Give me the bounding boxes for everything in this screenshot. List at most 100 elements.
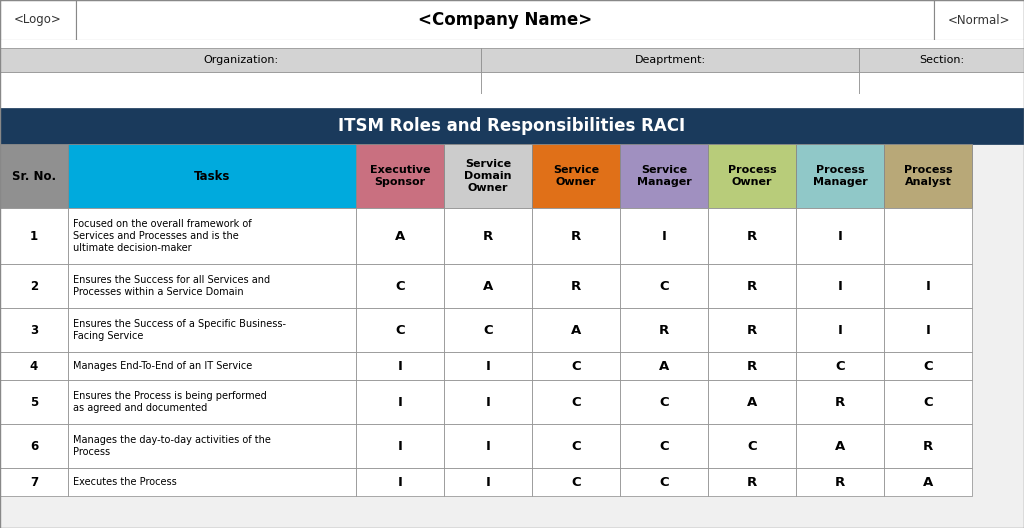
Bar bbox=[68, 380, 356, 424]
Bar bbox=[68, 424, 356, 468]
Bar bbox=[0, 0, 76, 40]
Text: Process
Analyst: Process Analyst bbox=[904, 165, 952, 187]
Bar bbox=[0, 208, 68, 264]
Bar bbox=[708, 144, 796, 208]
Bar bbox=[0, 94, 1024, 108]
Bar bbox=[620, 144, 708, 208]
Bar bbox=[68, 264, 356, 308]
Text: Service
Owner: Service Owner bbox=[553, 165, 599, 187]
Bar bbox=[796, 424, 884, 468]
Bar bbox=[796, 468, 884, 496]
Bar bbox=[356, 264, 444, 308]
Bar bbox=[0, 264, 68, 308]
Text: I: I bbox=[485, 439, 490, 452]
Bar bbox=[708, 468, 796, 496]
Bar bbox=[532, 208, 620, 264]
Text: Service
Domain
Owner: Service Domain Owner bbox=[464, 159, 512, 193]
Text: I: I bbox=[485, 360, 490, 372]
Text: I: I bbox=[485, 476, 490, 488]
Text: C: C bbox=[659, 279, 669, 293]
Text: 3: 3 bbox=[30, 324, 38, 336]
Bar bbox=[356, 352, 444, 380]
Text: R: R bbox=[746, 230, 757, 242]
Bar bbox=[0, 72, 481, 94]
Bar bbox=[356, 424, 444, 468]
Text: Focused on the overall framework of
Services and Processes and is the
ultimate d: Focused on the overall framework of Serv… bbox=[73, 220, 252, 252]
Bar bbox=[0, 40, 1024, 48]
Text: I: I bbox=[397, 395, 402, 409]
Bar bbox=[68, 468, 356, 496]
Bar bbox=[796, 208, 884, 264]
Bar bbox=[884, 352, 972, 380]
Text: I: I bbox=[838, 230, 843, 242]
Text: Manages the day-to-day activities of the
Process: Manages the day-to-day activities of the… bbox=[73, 435, 271, 457]
Bar bbox=[0, 108, 1024, 144]
Text: C: C bbox=[395, 279, 404, 293]
Bar bbox=[859, 72, 1024, 94]
Text: A: A bbox=[923, 476, 933, 488]
Bar bbox=[884, 424, 972, 468]
Bar bbox=[708, 424, 796, 468]
Bar bbox=[620, 264, 708, 308]
Text: C: C bbox=[571, 360, 581, 372]
Text: C: C bbox=[659, 476, 669, 488]
Bar bbox=[884, 208, 972, 264]
Bar bbox=[620, 208, 708, 264]
Bar bbox=[76, 0, 934, 40]
Text: Organization:: Organization: bbox=[203, 55, 279, 65]
Text: I: I bbox=[397, 360, 402, 372]
Text: A: A bbox=[658, 360, 669, 372]
Text: I: I bbox=[926, 324, 931, 336]
Text: C: C bbox=[483, 324, 493, 336]
Text: Manages End-To-End of an IT Service: Manages End-To-End of an IT Service bbox=[73, 361, 252, 371]
Bar bbox=[796, 380, 884, 424]
Bar bbox=[620, 380, 708, 424]
Bar bbox=[620, 424, 708, 468]
Text: Ensures the Success for all Services and
Processes within a Service Domain: Ensures the Success for all Services and… bbox=[73, 275, 270, 297]
Bar bbox=[68, 352, 356, 380]
Text: C: C bbox=[659, 439, 669, 452]
Bar bbox=[68, 144, 356, 208]
Text: C: C bbox=[395, 324, 404, 336]
Text: Ensures the Process is being performed
as agreed and documented: Ensures the Process is being performed a… bbox=[73, 391, 266, 413]
Text: <Normal>: <Normal> bbox=[948, 14, 1011, 26]
Bar bbox=[620, 468, 708, 496]
Bar bbox=[859, 48, 1024, 72]
Text: I: I bbox=[662, 230, 667, 242]
Text: R: R bbox=[835, 395, 845, 409]
Bar bbox=[356, 468, 444, 496]
Bar bbox=[444, 424, 532, 468]
Bar bbox=[532, 424, 620, 468]
Text: A: A bbox=[395, 230, 406, 242]
Text: C: C bbox=[659, 395, 669, 409]
Bar bbox=[0, 0, 1024, 40]
Text: ITSM Roles and Responsibilities RACI: ITSM Roles and Responsibilities RACI bbox=[339, 117, 685, 135]
Bar bbox=[532, 380, 620, 424]
Bar bbox=[884, 380, 972, 424]
Bar bbox=[356, 144, 444, 208]
Bar bbox=[708, 380, 796, 424]
Bar bbox=[444, 308, 532, 352]
Text: I: I bbox=[926, 279, 931, 293]
Bar bbox=[356, 380, 444, 424]
Bar bbox=[356, 308, 444, 352]
Bar bbox=[620, 308, 708, 352]
Bar bbox=[708, 264, 796, 308]
Bar bbox=[356, 208, 444, 264]
Bar bbox=[884, 144, 972, 208]
Bar bbox=[0, 380, 68, 424]
Text: R: R bbox=[746, 476, 757, 488]
Text: C: C bbox=[924, 360, 933, 372]
Bar bbox=[68, 208, 356, 264]
Bar bbox=[0, 48, 481, 72]
Text: 2: 2 bbox=[30, 279, 38, 293]
Bar bbox=[444, 208, 532, 264]
Bar bbox=[708, 308, 796, 352]
Text: <Logo>: <Logo> bbox=[14, 14, 61, 26]
Bar bbox=[444, 264, 532, 308]
Text: <Company Name>: <Company Name> bbox=[418, 11, 592, 29]
Bar bbox=[532, 144, 620, 208]
Text: I: I bbox=[397, 439, 402, 452]
Text: Sr. No.: Sr. No. bbox=[12, 169, 56, 183]
Text: I: I bbox=[485, 395, 490, 409]
